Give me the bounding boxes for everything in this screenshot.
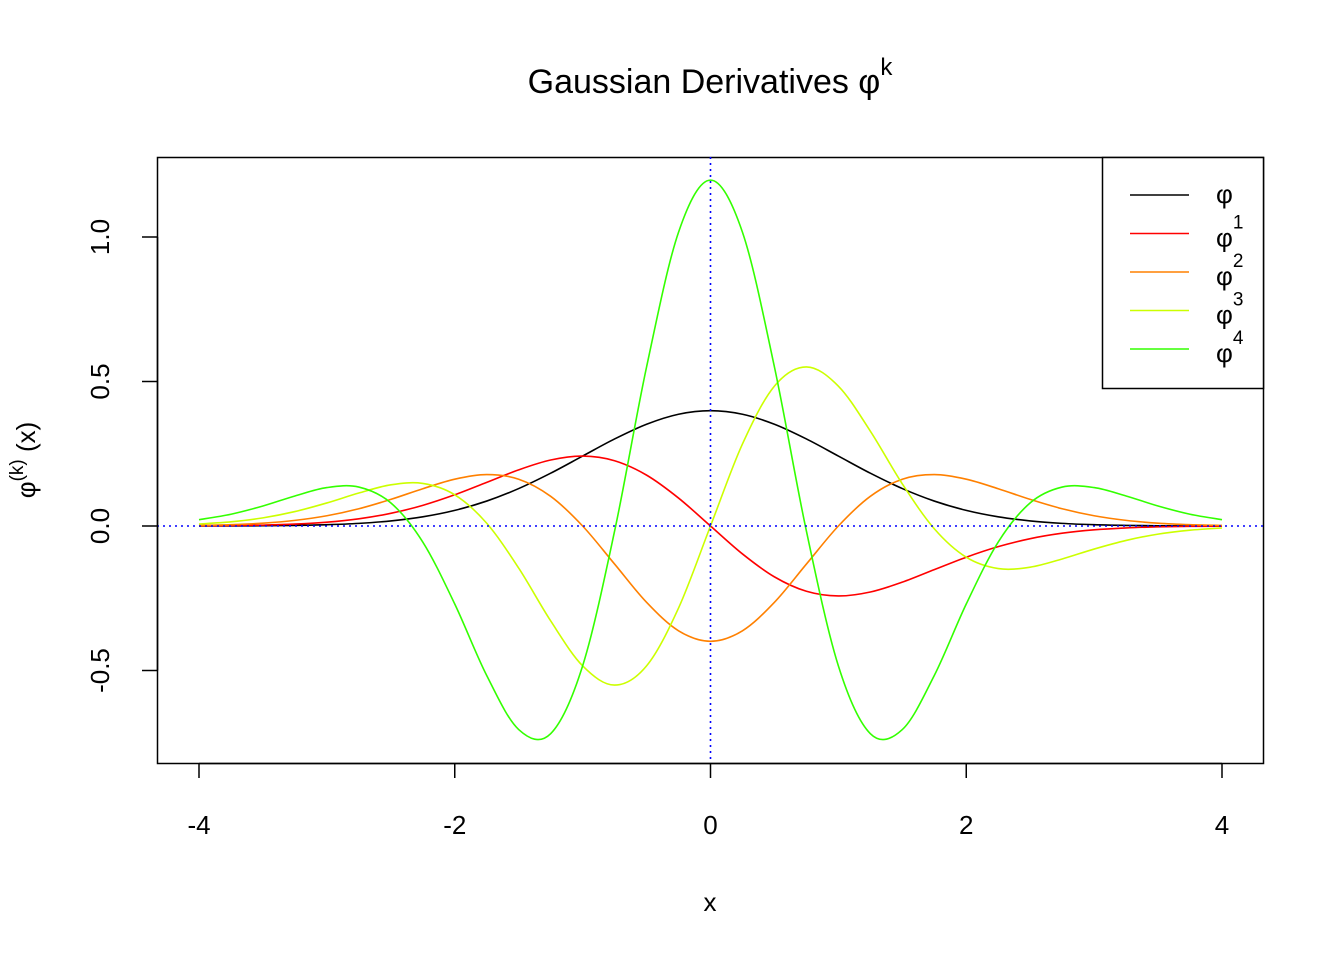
series-line-2 <box>198 473 1223 643</box>
chart-title-superscript: k <box>880 54 893 81</box>
y-tick-label: 0.0 <box>85 508 115 544</box>
x-axis: -4 -2 0 2 4 <box>187 762 1229 840</box>
x-tick-label: -4 <box>187 810 210 840</box>
x-axis-label: x <box>704 887 717 917</box>
legend-label-0: φ <box>1216 179 1233 209</box>
x-tick-label: 4 <box>1215 810 1229 840</box>
reference-lines <box>157 157 1263 763</box>
legend-box <box>1101 156 1265 390</box>
y-tick-label: 1.0 <box>85 219 115 255</box>
y-axis: -0.5 0.0 0.5 1.0 <box>85 219 159 693</box>
chart-title: Gaussian Derivatives φk <box>528 54 894 101</box>
legend-label-2: φ2 <box>1216 251 1243 291</box>
x-tick-label: -2 <box>443 810 466 840</box>
x-tick-label: 0 <box>703 810 717 840</box>
legend-label-1: φ1 <box>1216 213 1243 253</box>
x-tick-label: 2 <box>959 810 973 840</box>
series-curves <box>198 179 1223 741</box>
y-tick-label: -0.5 <box>85 648 115 693</box>
series-line-4 <box>198 179 1223 741</box>
y-axis-label: φ(k) (x) <box>7 422 41 499</box>
legend-label-3: φ3 <box>1216 290 1243 330</box>
legend-label-4: φ4 <box>1216 328 1244 368</box>
y-tick-label: 0.5 <box>85 363 115 399</box>
